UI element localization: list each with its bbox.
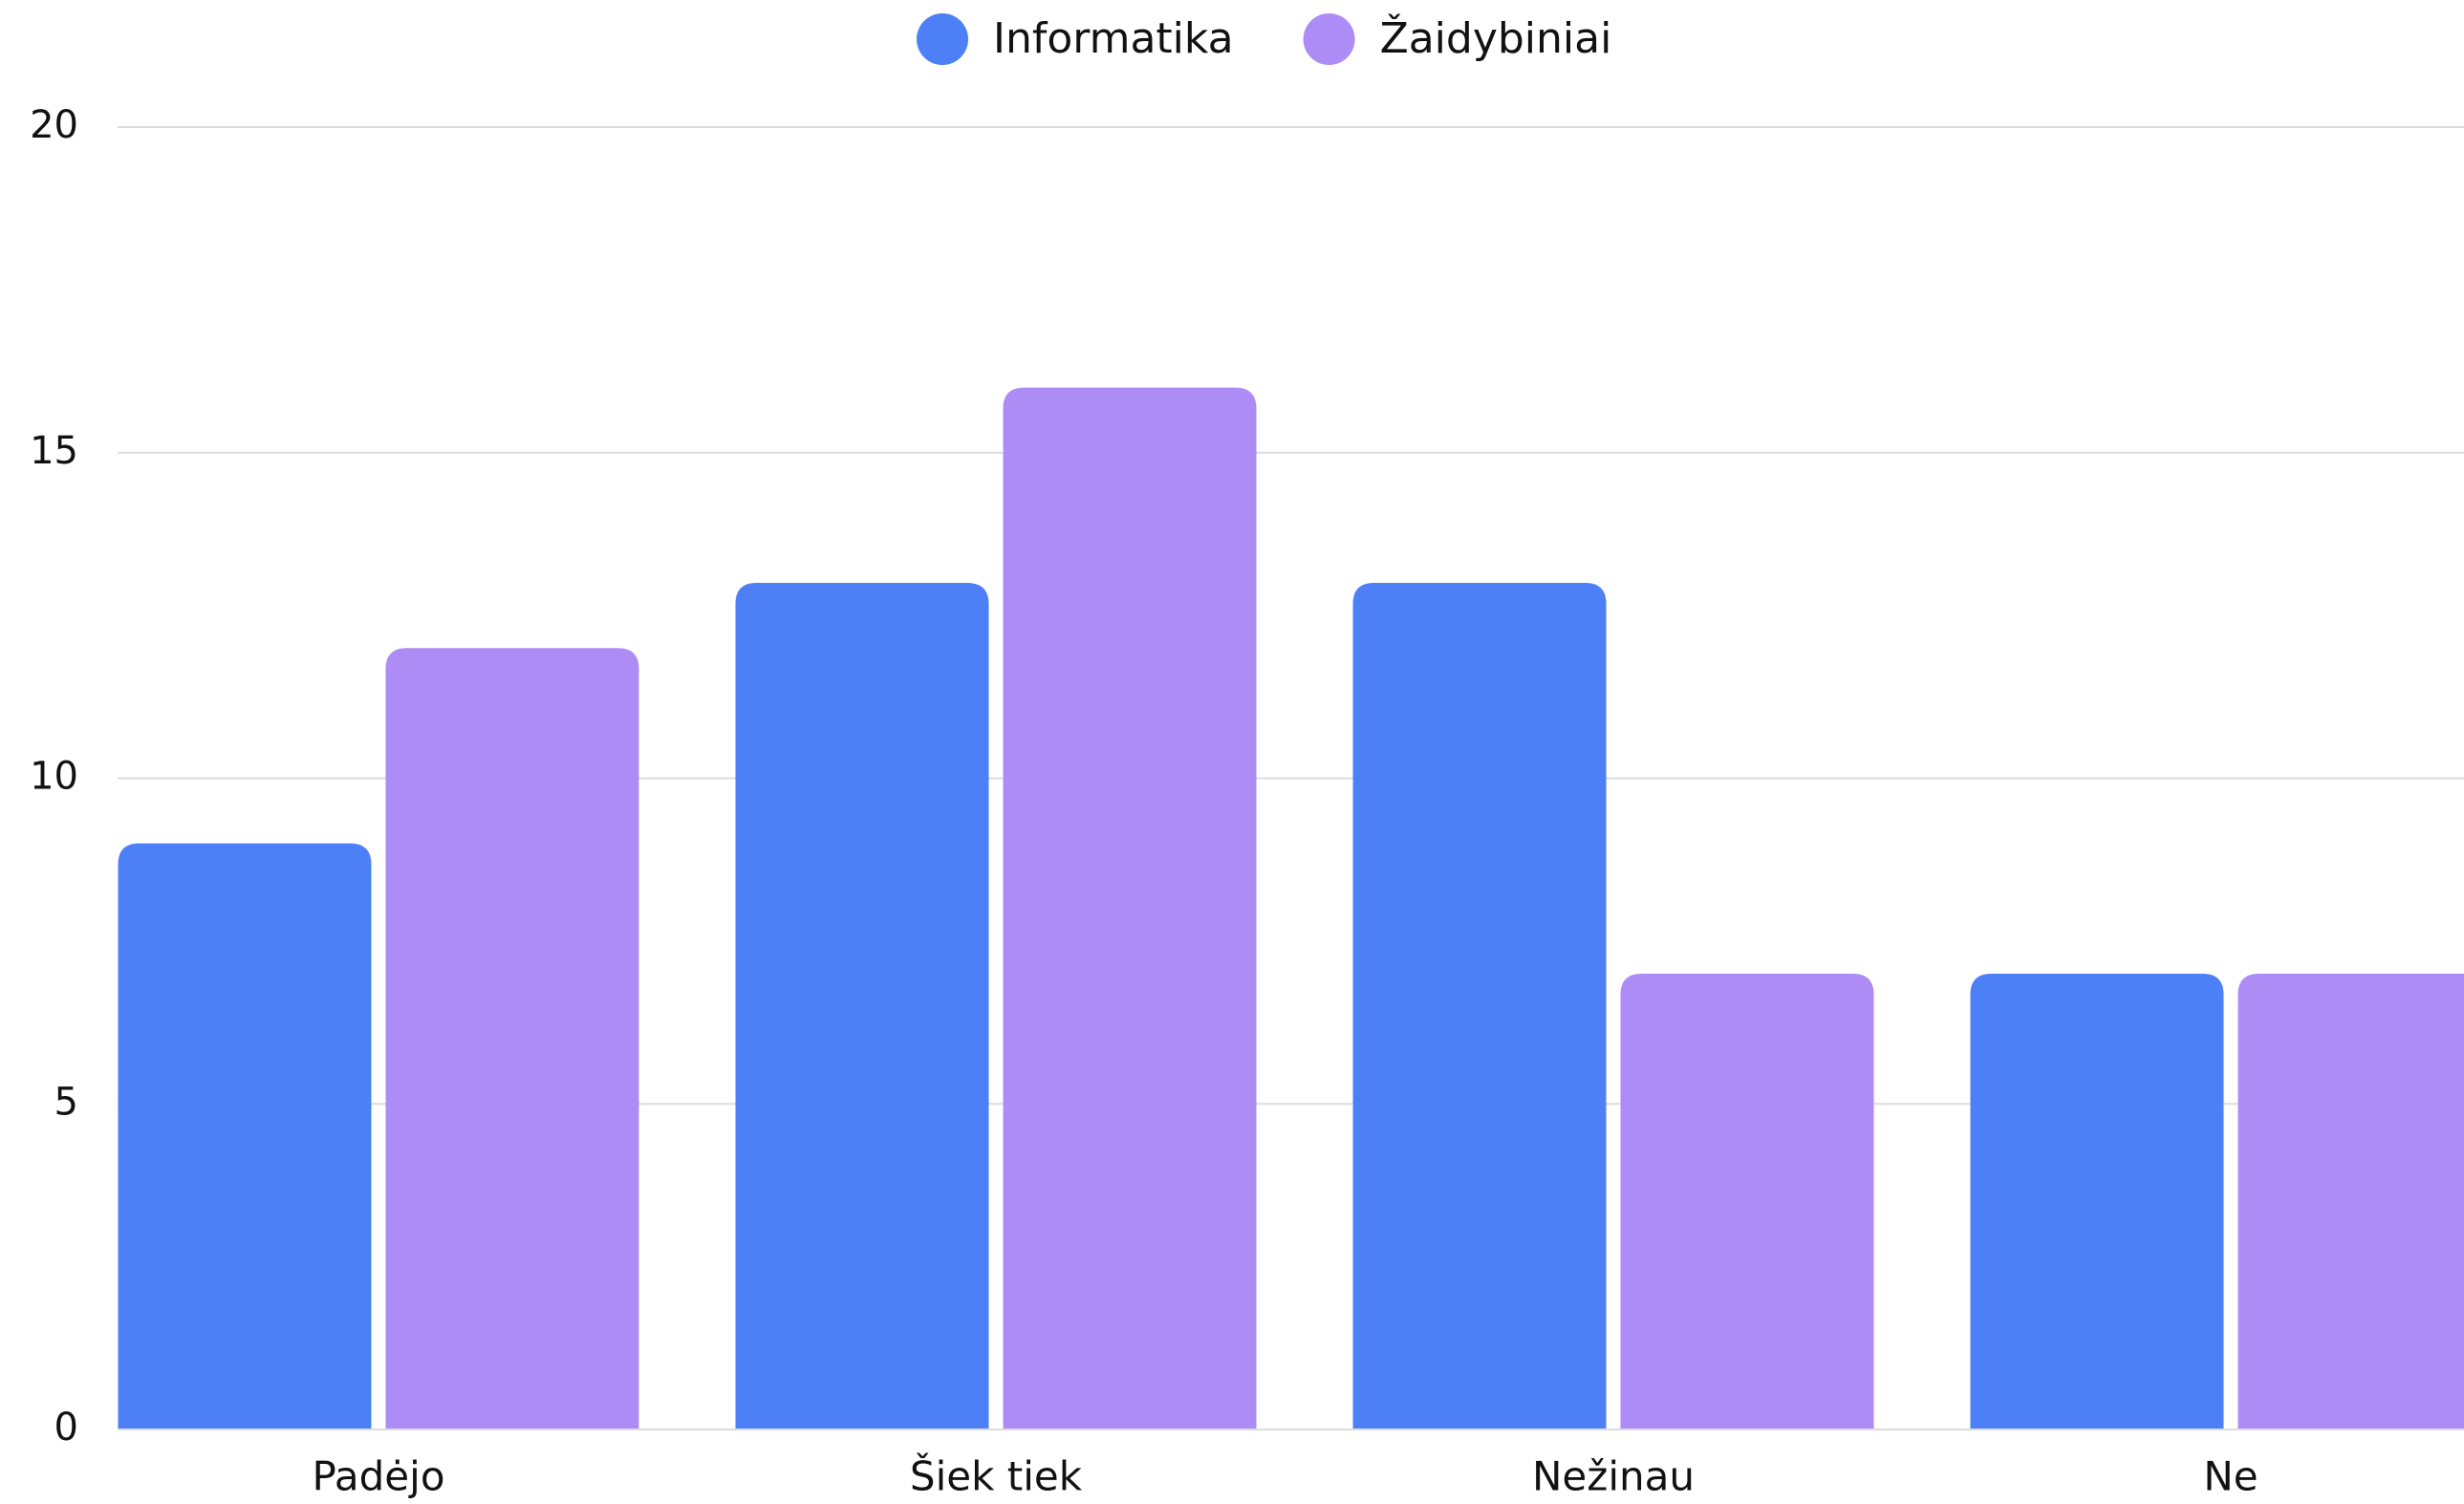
- bar: [1620, 973, 1874, 1429]
- y-tick-label: 15: [30, 429, 78, 473]
- x-tick-label: Padėjo: [312, 1453, 444, 1500]
- legend-label: Informatika: [993, 14, 1234, 63]
- bar: [1003, 387, 1257, 1430]
- y-tick-label: 0: [54, 1406, 78, 1450]
- legend-swatch: [917, 13, 968, 65]
- x-tick-label: Nežinau: [1532, 1453, 1695, 1500]
- bar: [1352, 583, 1607, 1429]
- bar: [118, 843, 372, 1429]
- legend-label: Žaidybiniai: [1380, 12, 1612, 63]
- bar: [2237, 973, 2464, 1429]
- y-tick-label: 20: [30, 103, 78, 147]
- bar: [1970, 973, 2224, 1429]
- bar: [735, 583, 989, 1429]
- bar: [385, 648, 639, 1429]
- y-tick-label: 5: [54, 1080, 78, 1124]
- x-tick-label: Šiek tiek: [910, 1452, 1083, 1500]
- y-tick-label: 10: [30, 755, 78, 799]
- legend-swatch: [1303, 13, 1355, 65]
- x-tick-label: Ne: [2203, 1453, 2258, 1500]
